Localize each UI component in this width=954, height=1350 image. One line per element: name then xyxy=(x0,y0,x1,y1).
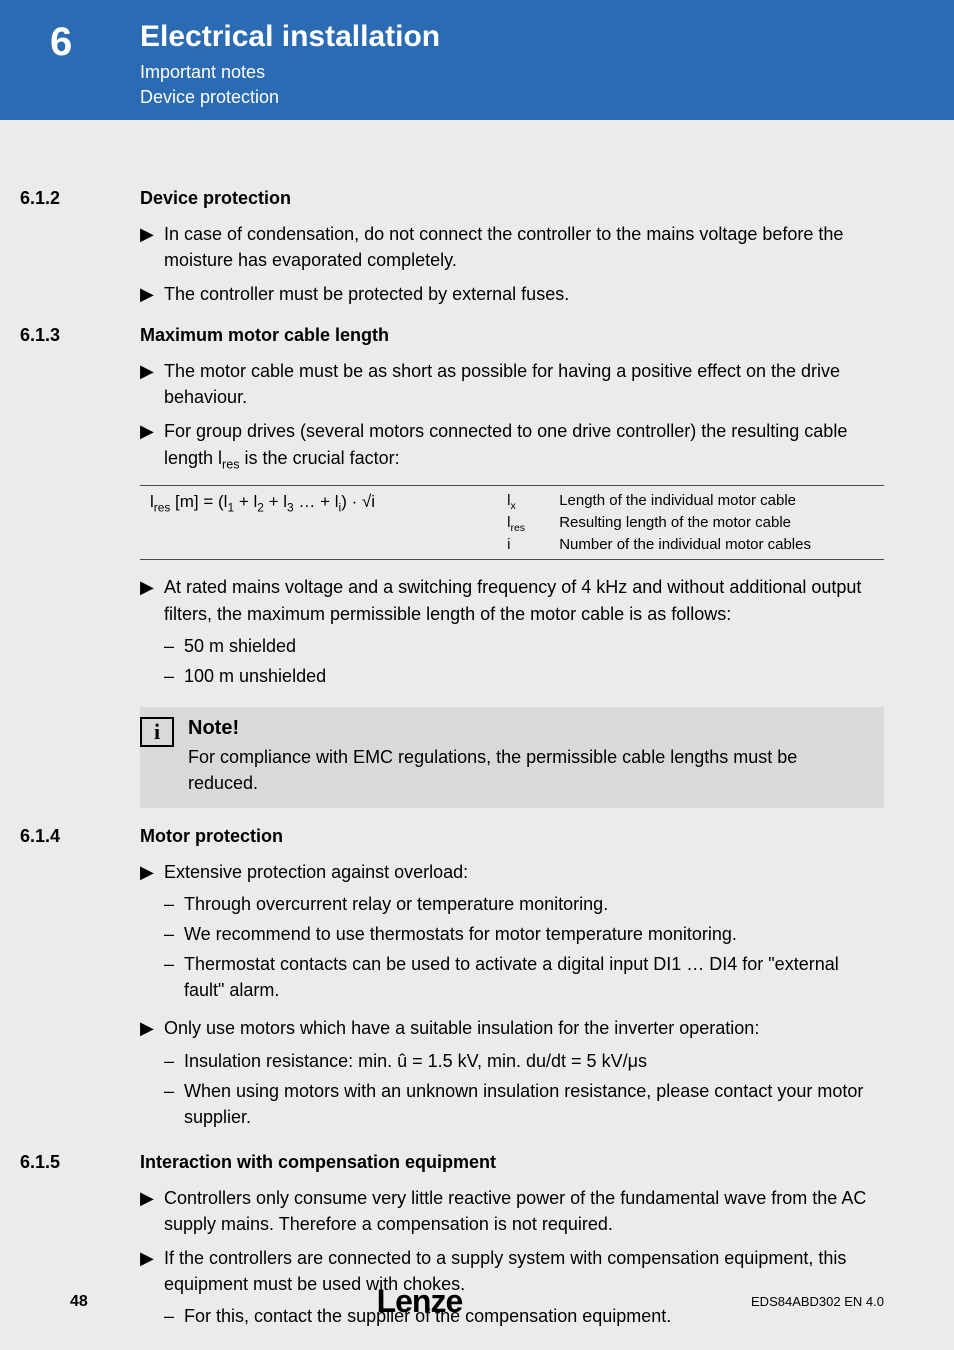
formula-table: lres [m] = (l1 + l2 + l3 … + li) · √i lx… xyxy=(140,485,884,560)
bullet-marker-icon: ▶ xyxy=(140,574,164,692)
formula-description: Resulting length of the motor cable xyxy=(549,514,884,536)
note-icon-wrap: i xyxy=(140,707,188,808)
sub-bullet-item: –Insulation resistance: min. û = 1.5 kV,… xyxy=(164,1048,884,1074)
sub-bullet-marker: – xyxy=(164,633,184,659)
header-text-block: Electrical installation Important notes … xyxy=(140,0,440,120)
bullet-item: ▶ Controllers only consume very little r… xyxy=(140,1185,884,1237)
bullet-item: ▶ Only use motors which have a suitable … xyxy=(140,1015,884,1133)
sub-bullet-text: Thermostat contacts can be used to activ… xyxy=(184,951,884,1003)
bullet-text: Controllers only consume very little rea… xyxy=(164,1185,884,1237)
section-number: 6.1.5 xyxy=(20,1152,140,1173)
bullet-list: ▶ In case of condensation, do not connec… xyxy=(140,221,884,307)
formula-symbol: lx xyxy=(497,486,549,515)
bullet-marker-icon: ▶ xyxy=(140,859,164,1007)
section-heading: 6.1.3 Maximum motor cable length xyxy=(140,325,884,346)
section-title: Maximum motor cable length xyxy=(140,325,389,346)
page-header: 6 Electrical installation Important note… xyxy=(0,0,954,120)
formula-symbol: lres xyxy=(497,514,549,536)
chapter-sub-1: Important notes xyxy=(140,60,440,85)
bullet-item: ▶ In case of condensation, do not connec… xyxy=(140,221,884,273)
bullet-text-span: Extensive protection against overload: xyxy=(164,862,468,882)
section-heading: 6.1.4 Motor protection xyxy=(140,826,884,847)
bullet-text: At rated mains voltage and a switching f… xyxy=(164,574,884,692)
section-number: 6.1.4 xyxy=(20,826,140,847)
bullet-text: The controller must be protected by exte… xyxy=(164,281,884,307)
chapter-sub-2: Device protection xyxy=(140,85,440,110)
bullet-text: In case of condensation, do not connect … xyxy=(164,221,884,273)
bullet-marker-icon: ▶ xyxy=(140,281,164,307)
info-icon: i xyxy=(140,717,174,747)
bullet-text-span: At rated mains voltage and a switching f… xyxy=(164,577,861,623)
sub-bullet-item: –When using motors with an unknown insul… xyxy=(164,1078,884,1130)
formula-expression: lres [m] = (l1 + l2 + l3 … + li) · √i xyxy=(140,486,497,560)
bullet-marker-icon: ▶ xyxy=(140,418,164,473)
sub-bullet-text: 50 m shielded xyxy=(184,633,884,659)
content-area: 6.1.2 Device protection ▶ In case of con… xyxy=(0,120,954,1333)
sub-bullet-marker: – xyxy=(164,891,184,917)
formula-description: Number of the individual motor cables xyxy=(549,536,884,560)
section-title: Motor protection xyxy=(140,826,283,847)
sub-bullet-marker: – xyxy=(164,1078,184,1130)
bullet-text: For group drives (several motors connect… xyxy=(164,418,884,473)
bullet-text: The motor cable must be as short as poss… xyxy=(164,358,884,410)
sub-bullet-item: –Through overcurrent relay or temperatur… xyxy=(164,891,884,917)
bullet-text: Only use motors which have a suitable in… xyxy=(164,1015,884,1133)
sub-bullet-marker: – xyxy=(164,1048,184,1074)
sub-bullet-list: –Through overcurrent relay or temperatur… xyxy=(164,891,884,1003)
bullet-text: Extensive protection against overload: –… xyxy=(164,859,884,1007)
page-number: 48 xyxy=(70,1293,88,1311)
sub-bullet-list: –Insulation resistance: min. û = 1.5 kV,… xyxy=(164,1048,884,1130)
section-number: 6.1.3 xyxy=(20,325,140,346)
section-heading: 6.1.5 Interaction with compensation equi… xyxy=(140,1152,884,1173)
chapter-number: 6 xyxy=(0,0,140,120)
sub-bullet-text: We recommend to use thermostats for moto… xyxy=(184,921,884,947)
sub-bullet-marker: – xyxy=(164,663,184,689)
sub-bullet-list: –50 m shielded –100 m unshielded xyxy=(164,633,884,689)
sub-bullet-item: –Thermostat contacts can be used to acti… xyxy=(164,951,884,1003)
bullet-marker-icon: ▶ xyxy=(140,358,164,410)
note-box: i Note! For compliance with EMC regulati… xyxy=(140,707,884,808)
sub-bullet-item: –100 m unshielded xyxy=(164,663,884,689)
page-footer: 48 Lenze EDS84ABD302 EN 4.0 xyxy=(0,1283,954,1320)
sub-bullet-text: Insulation resistance: min. û = 1.5 kV, … xyxy=(184,1048,884,1074)
bullet-list: ▶ The motor cable must be as short as po… xyxy=(140,358,884,473)
sub-bullet-marker: – xyxy=(164,921,184,947)
bullet-item: ▶ At rated mains voltage and a switching… xyxy=(140,574,884,692)
chapter-title: Electrical installation xyxy=(140,20,440,54)
sub-bullet-item: –50 m shielded xyxy=(164,633,884,659)
section-title: Device protection xyxy=(140,188,291,209)
bullet-list: ▶ Extensive protection against overload:… xyxy=(140,859,884,1134)
section-heading: 6.1.2 Device protection xyxy=(140,188,884,209)
section-title: Interaction with compensation equipment xyxy=(140,1152,496,1173)
bullet-text-span: Only use motors which have a suitable in… xyxy=(164,1018,759,1038)
brand-logo: Lenze xyxy=(377,1283,463,1320)
formula-description: Length of the individual motor cable xyxy=(549,486,884,515)
bullet-item: ▶ The controller must be protected by ex… xyxy=(140,281,884,307)
document-id: EDS84ABD302 EN 4.0 xyxy=(751,1294,884,1309)
sub-bullet-marker: – xyxy=(164,951,184,1003)
section-number: 6.1.2 xyxy=(20,188,140,209)
formula-symbol: i xyxy=(497,536,549,560)
sub-bullet-item: –We recommend to use thermostats for mot… xyxy=(164,921,884,947)
note-title: Note! xyxy=(188,717,870,740)
bullet-item: ▶ The motor cable must be as short as po… xyxy=(140,358,884,410)
bullet-item: ▶ For group drives (several motors conne… xyxy=(140,418,884,473)
sub-bullet-text: 100 m unshielded xyxy=(184,663,884,689)
bullet-item: ▶ Extensive protection against overload:… xyxy=(140,859,884,1007)
sub-bullet-text: When using motors with an unknown insula… xyxy=(184,1078,884,1130)
note-body: Note! For compliance with EMC regulation… xyxy=(188,707,884,808)
note-text: For compliance with EMC regulations, the… xyxy=(188,744,870,796)
sub-bullet-text: Through overcurrent relay or temperature… xyxy=(184,891,884,917)
bullet-marker-icon: ▶ xyxy=(140,221,164,273)
bullet-list: ▶ At rated mains voltage and a switching… xyxy=(140,574,884,692)
bullet-marker-icon: ▶ xyxy=(140,1015,164,1133)
bullet-marker-icon: ▶ xyxy=(140,1185,164,1237)
